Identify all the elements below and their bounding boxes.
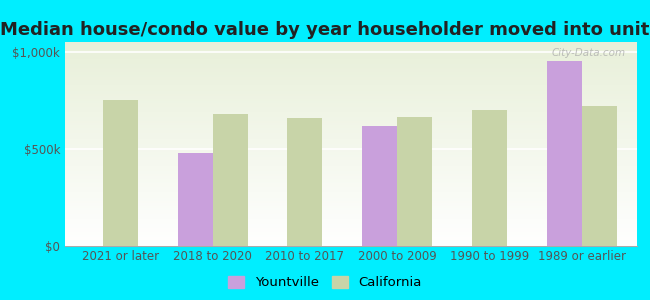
Text: Median house/condo value by year householder moved into unit: Median house/condo value by year househo…: [0, 21, 650, 39]
Bar: [287, 118, 322, 246]
Bar: [472, 110, 507, 246]
Legend: Yountville, California: Yountville, California: [224, 272, 426, 293]
Bar: [582, 106, 617, 246]
Bar: [397, 117, 432, 246]
Bar: [362, 125, 397, 246]
Bar: [547, 61, 582, 246]
Bar: [213, 114, 248, 246]
Bar: [177, 153, 213, 246]
Bar: [103, 100, 138, 246]
Text: City-Data.com: City-Data.com: [551, 48, 625, 58]
